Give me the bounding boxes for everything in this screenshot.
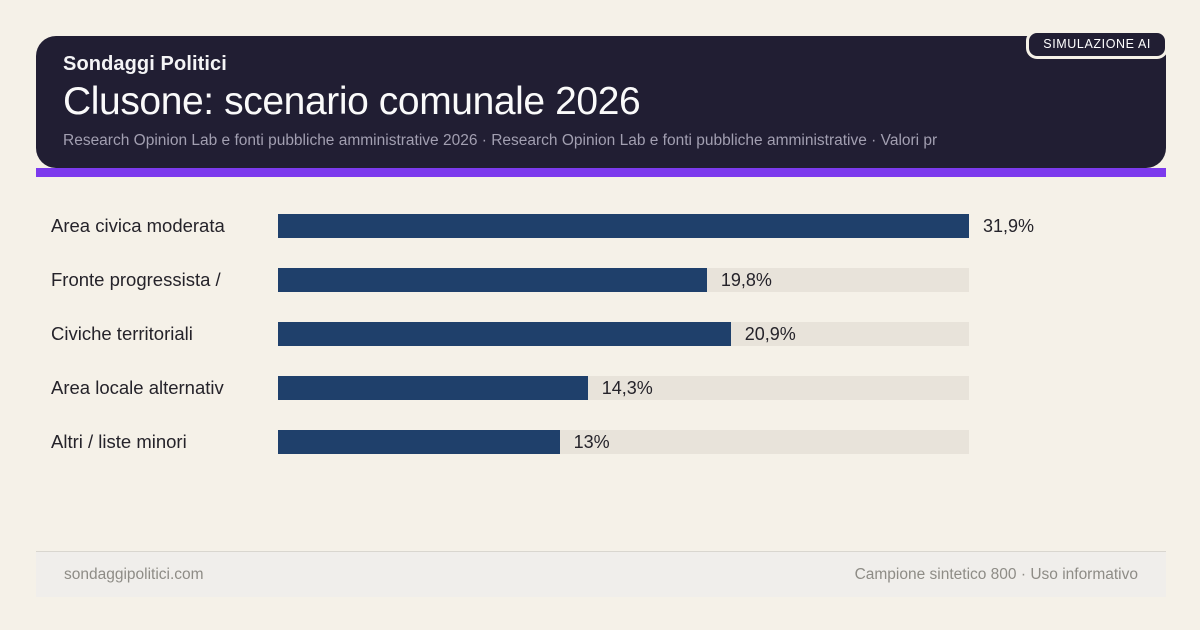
header-card: Sondaggi Politici Clusone: scenario comu… bbox=[36, 36, 1166, 177]
bar-value: 14,3% bbox=[601, 378, 653, 398]
bar-value: 31,9% bbox=[983, 216, 1035, 236]
bar-row: Area locale alternativ 14,3% bbox=[36, 361, 1166, 415]
footer-site-url: sondaggipolitici.com bbox=[64, 565, 204, 583]
page-title: Clusone: scenario comunale 2026 bbox=[63, 80, 641, 123]
bar-fill bbox=[278, 214, 969, 238]
bar-label: Fronte progressista / bbox=[51, 269, 221, 290]
bar-row: Area civica moderata 31,9% bbox=[36, 199, 1166, 253]
bar-fill bbox=[278, 322, 731, 346]
bar-label: Area locale alternativ bbox=[51, 377, 224, 398]
bar-track: 31,9% bbox=[278, 214, 1034, 238]
bar-row: Civiche territoriali 20,9% bbox=[36, 307, 1166, 361]
bar-value: 19,8% bbox=[720, 270, 772, 290]
poll-bar-chart: Area civica moderata 31,9% Fronte progre… bbox=[36, 199, 1166, 469]
accent-bar bbox=[36, 168, 1166, 177]
bar-track: 13% bbox=[278, 430, 969, 454]
bar-fill bbox=[278, 268, 707, 292]
bar-track: 20,9% bbox=[278, 322, 969, 346]
bar-value: 13% bbox=[573, 432, 610, 452]
bar-label: Altri / liste minori bbox=[51, 431, 187, 452]
bar-value: 20,9% bbox=[744, 324, 796, 344]
bar-track: 19,8% bbox=[278, 268, 969, 292]
bar-track: 14,3% bbox=[278, 376, 969, 400]
bar-row: Altri / liste minori 13% bbox=[36, 415, 1166, 469]
brand-name: Sondaggi Politici bbox=[63, 53, 227, 75]
bar-label: Civiche territoriali bbox=[51, 323, 193, 344]
header-card-body: Sondaggi Politici Clusone: scenario comu… bbox=[36, 36, 1166, 168]
bar-label: Area civica moderata bbox=[51, 215, 225, 236]
simulation-ai-badge: SIMULAZIONE AI bbox=[1026, 30, 1168, 59]
footer-sample-note: Campione sintetico 800 · Uso informativo bbox=[854, 565, 1138, 583]
bar-fill bbox=[278, 376, 588, 400]
footer-bar: sondaggipolitici.com Campione sintetico … bbox=[36, 551, 1166, 597]
bar-row: Fronte progressista / 19,8% bbox=[36, 253, 1166, 307]
source-subtitle: Research Opinion Lab e fonti pubbliche a… bbox=[63, 132, 938, 149]
bar-fill bbox=[278, 430, 560, 454]
